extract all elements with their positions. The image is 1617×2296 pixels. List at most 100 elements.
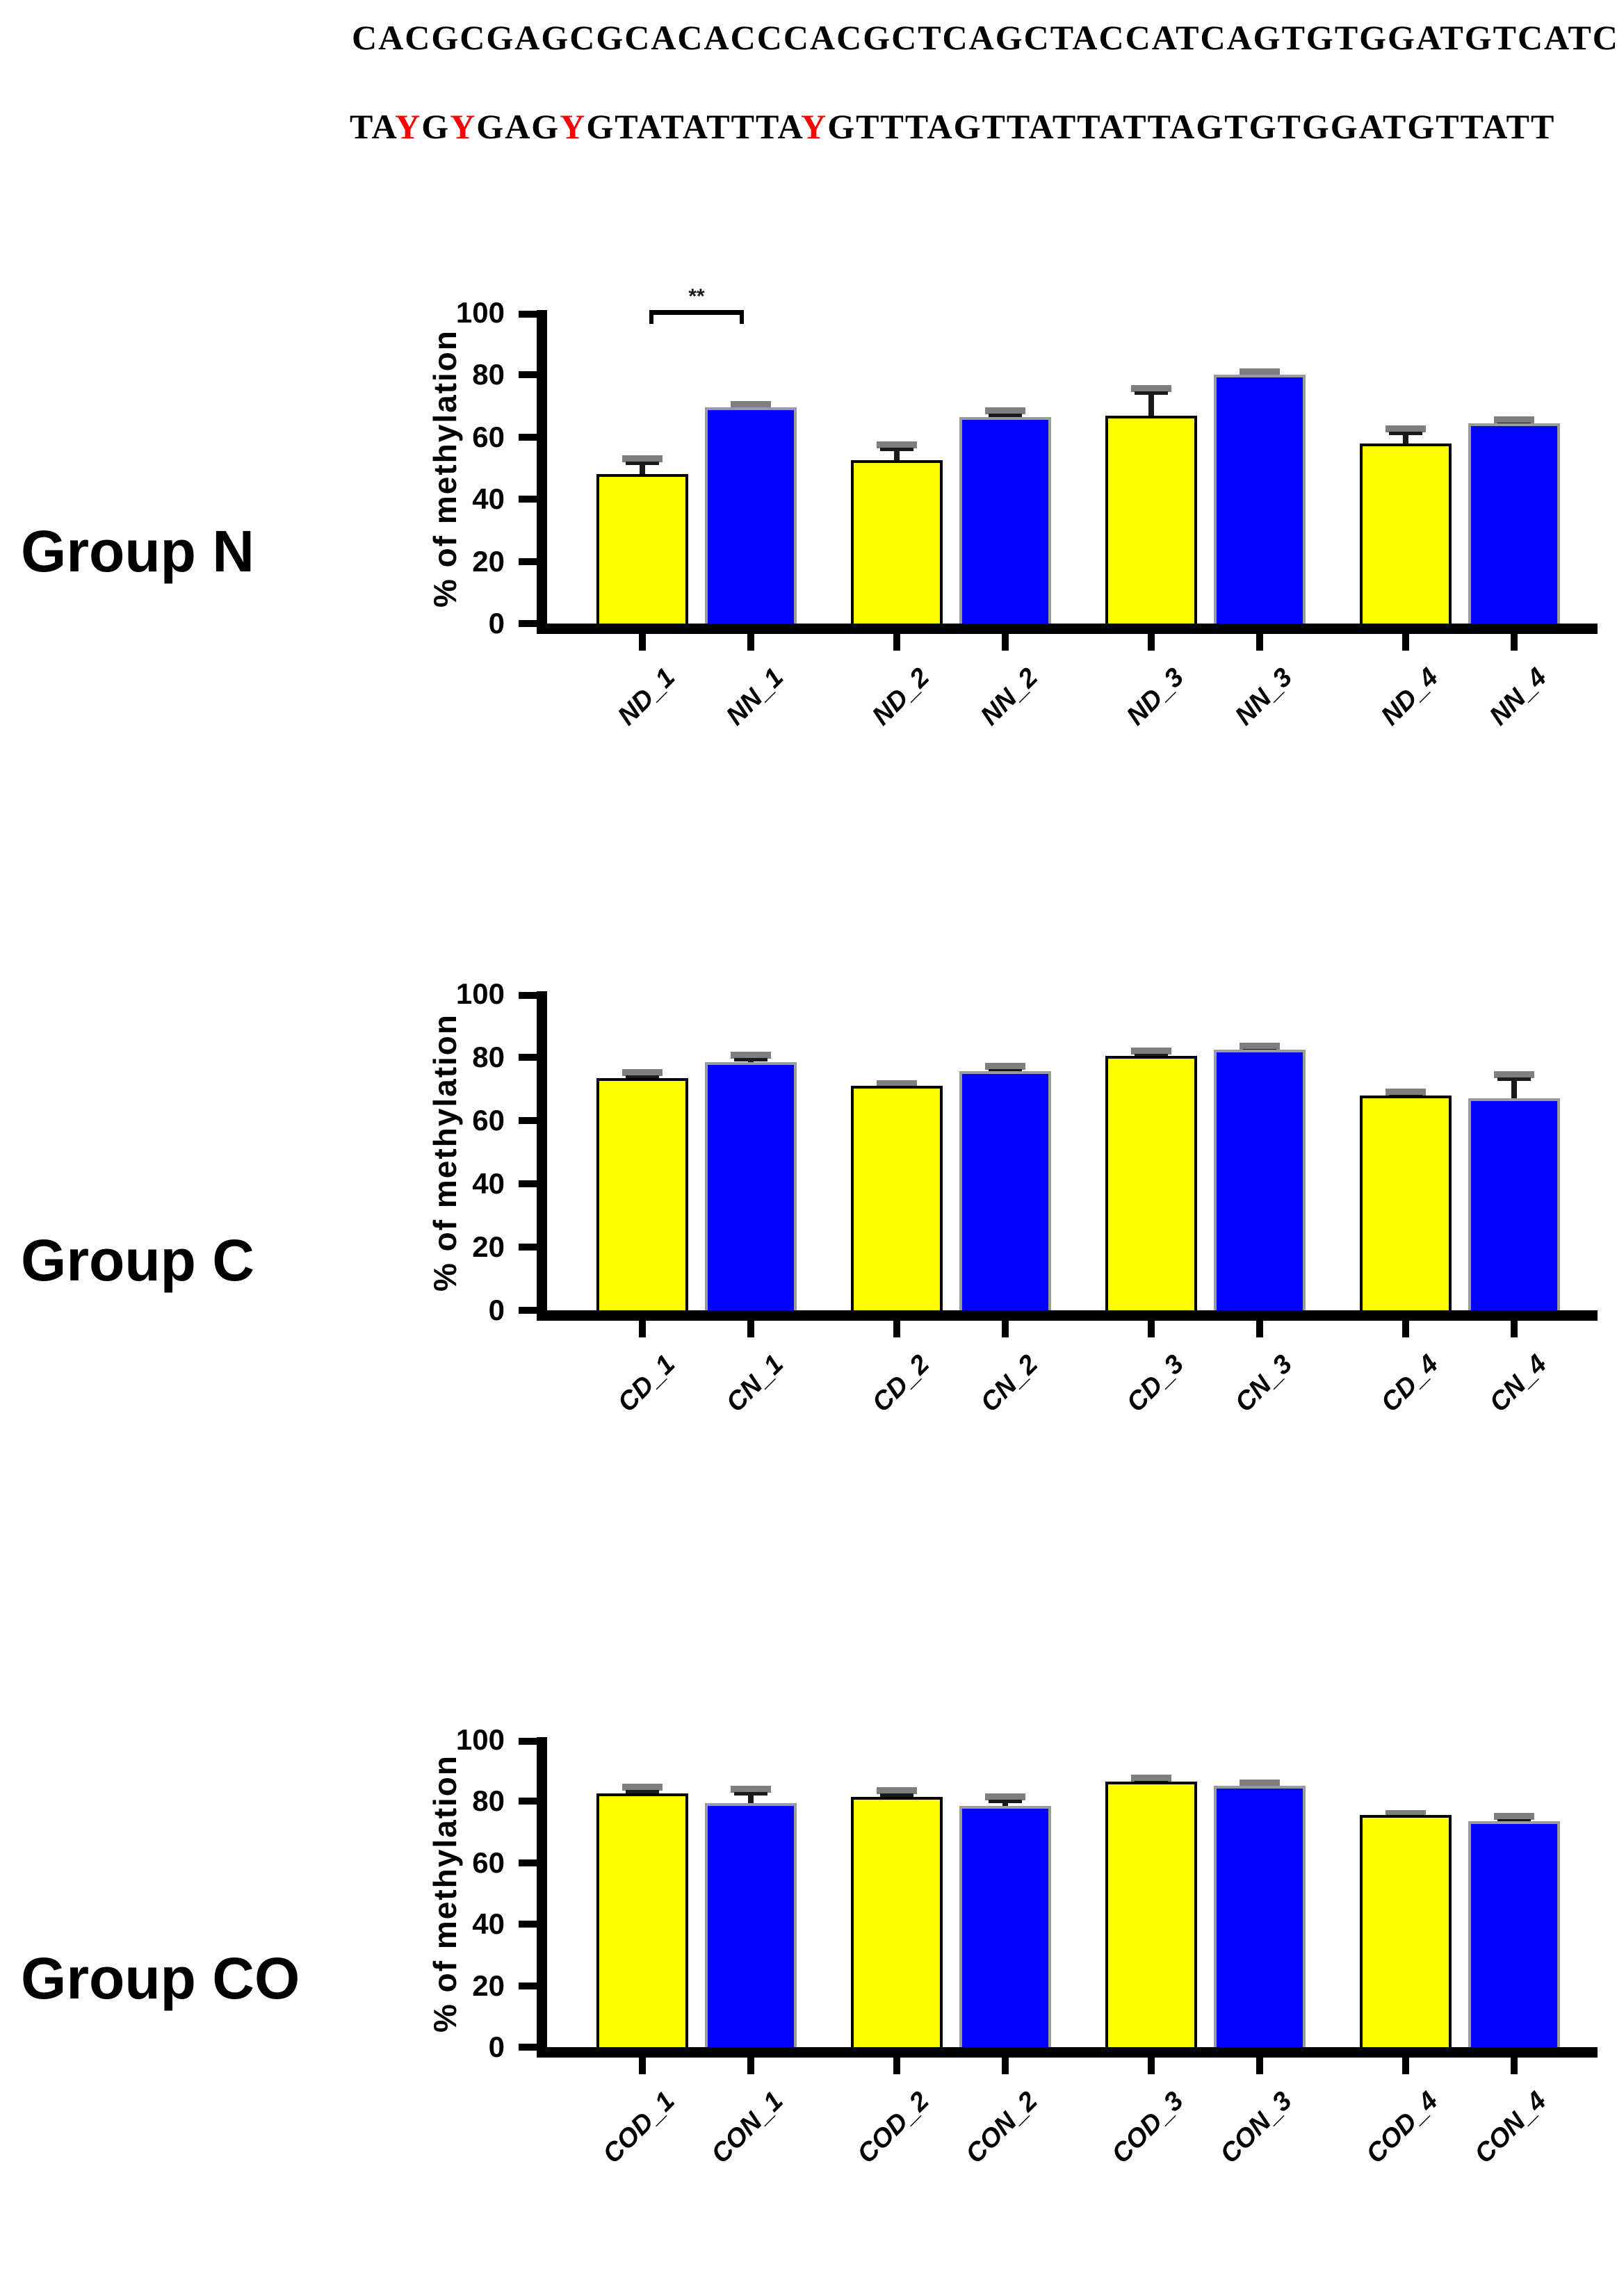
y-tick-label-100: 100 <box>455 1723 505 1756</box>
bar-CON_2 <box>959 1806 1051 2047</box>
x-tick-CD_2 <box>893 1321 900 1337</box>
x-tick-CON_4 <box>1511 2058 1518 2074</box>
error-cap-ND_1 <box>622 455 663 462</box>
group-label-c: Group C <box>21 1228 254 1293</box>
x-label-COD_4: COD_4 <box>1360 2086 1444 2169</box>
error-cap-COD_3 <box>1131 1775 1171 1782</box>
error-cap-CN_1 <box>731 1052 771 1059</box>
error-cap-COD_2 <box>877 1786 917 1794</box>
bar-NN_2 <box>959 416 1051 624</box>
error-cap-line-CD_1 <box>626 1075 659 1080</box>
error-cap-CON_3 <box>1240 1779 1280 1786</box>
x-tick-CN_4 <box>1511 1321 1518 1337</box>
x-label-ND_3: ND_3 <box>1121 662 1189 731</box>
y-tick-0 <box>519 620 537 627</box>
sequence-highlighted-base: Y <box>560 107 587 146</box>
error-cap-line-CON_1 <box>734 1791 767 1796</box>
significance-label: ** <box>688 285 705 308</box>
y-tick-100 <box>519 1738 537 1745</box>
bar-CN_2 <box>959 1071 1051 1310</box>
error-cap-NN_1 <box>731 400 771 408</box>
y-tick-label-0: 0 <box>488 607 505 640</box>
sequence-bases: GTTTAGTTATTATTAGTGTGGATGTTATT <box>827 107 1556 146</box>
error-cap-COD_4 <box>1386 1809 1426 1817</box>
bar-COD_4 <box>1360 1815 1452 2047</box>
error-cap-CON_1 <box>731 1785 771 1793</box>
y-tick-label-40: 40 <box>472 482 505 516</box>
x-tick-CN_1 <box>747 1321 754 1337</box>
x-tick-ND_3 <box>1148 634 1155 651</box>
y-tick-label-0: 0 <box>488 1294 505 1326</box>
x-axis-line <box>537 2047 1598 2058</box>
error-cap-line-ND_4 <box>1389 432 1422 436</box>
x-label-ND_1: ND_1 <box>612 662 681 731</box>
sequence-highlighted-base: Y <box>395 107 422 146</box>
error-cap-CD_4 <box>1386 1088 1426 1096</box>
error-bar-ND_2 <box>894 443 900 464</box>
bar-NN_4 <box>1468 423 1560 624</box>
bar-COD_2 <box>851 1796 943 2047</box>
x-label-CD_2: CD_2 <box>866 1349 935 1418</box>
y-tick-label-40: 40 <box>472 1167 505 1200</box>
x-label-CD_3: CD_3 <box>1121 1349 1189 1418</box>
bar-CN_1 <box>705 1061 797 1310</box>
error-cap-CN_4 <box>1494 1070 1534 1078</box>
x-tick-COD_2 <box>893 2058 900 2074</box>
y-tick-100 <box>519 311 537 318</box>
x-label-CON_1: CON_1 <box>706 2086 789 2169</box>
x-label-NN_3: NN_3 <box>1229 662 1298 731</box>
x-tick-NN_1 <box>747 634 754 651</box>
y-tick-label-100: 100 <box>455 977 505 1010</box>
y-tick-label-80: 80 <box>472 1041 505 1073</box>
x-tick-ND_1 <box>639 634 646 651</box>
y-tick-label-80: 80 <box>472 358 505 391</box>
bar-CD_4 <box>1360 1095 1452 1310</box>
y-tick-label-20: 20 <box>472 544 505 578</box>
y-tick-0 <box>519 1307 537 1314</box>
x-tick-CD_3 <box>1148 1321 1155 1337</box>
x-label-COD_1: COD_1 <box>597 2086 681 2169</box>
y-tick-80 <box>519 371 537 379</box>
y-tick-0 <box>519 2044 537 2051</box>
y-axis-line <box>537 310 547 634</box>
y-tick-label-20: 20 <box>472 1969 505 2002</box>
x-label-CN_4: CN_4 <box>1484 1349 1552 1418</box>
bar-NN_3 <box>1214 375 1306 624</box>
x-label-CON_2: CON_2 <box>960 2086 1043 2169</box>
x-tick-CON_2 <box>1002 2058 1009 2074</box>
bar-ND_3 <box>1105 415 1197 624</box>
error-cap-COD_1 <box>622 1784 663 1791</box>
error-cap-CON_4 <box>1494 1813 1534 1821</box>
error-cap-ND_3 <box>1131 385 1171 393</box>
bar-NN_1 <box>705 407 797 624</box>
y-tick-80 <box>519 1798 537 1805</box>
error-bar-ND_4 <box>1403 428 1408 446</box>
y-tick-label-60: 60 <box>472 420 505 453</box>
x-label-NN_2: NN_2 <box>975 662 1043 731</box>
y-axis-line <box>537 991 547 1321</box>
x-axis-line <box>537 1310 1598 1321</box>
error-cap-CD_2 <box>877 1080 917 1088</box>
significance-bracket-end-left <box>649 310 653 324</box>
y-axis-line <box>537 1737 547 2058</box>
sequence-bases: TA <box>350 107 396 146</box>
dna-sequence-line-2: TAYGYGAGYGTATATTTAYGTTTAGTTATTATTAGTGTGG… <box>350 108 1555 145</box>
y-tick-label-0: 0 <box>488 2030 505 2063</box>
error-bar-ND_1 <box>640 457 645 478</box>
bar-CD_3 <box>1105 1055 1197 1310</box>
error-bar-ND_3 <box>1148 387 1154 418</box>
error-cap-ND_2 <box>877 441 917 448</box>
error-cap-CD_1 <box>622 1069 663 1077</box>
bar-CD_1 <box>596 1077 688 1310</box>
sequence-bases: GTATATTTA <box>586 107 802 146</box>
bar-COD_1 <box>596 1793 688 2047</box>
x-tick-CON_1 <box>747 2058 754 2074</box>
x-tick-COD_1 <box>639 2058 646 2074</box>
y-tick-60 <box>519 433 537 441</box>
y-tick-label-60: 60 <box>472 1104 505 1137</box>
bar-CN_4 <box>1468 1098 1560 1310</box>
error-cap-line-CD_3 <box>1135 1053 1168 1057</box>
x-label-CON_4: CON_4 <box>1469 2086 1552 2169</box>
x-label-COD_3: COD_3 <box>1106 2086 1189 2169</box>
x-tick-COD_4 <box>1402 2058 1409 2074</box>
